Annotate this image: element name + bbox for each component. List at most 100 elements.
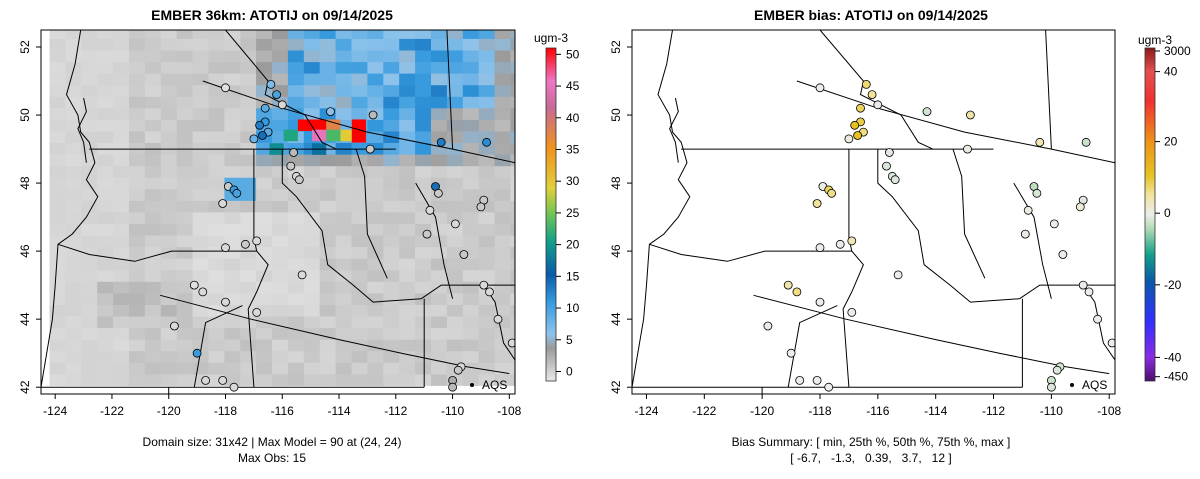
model-grid-cell — [287, 362, 305, 375]
model-grid-cell — [192, 362, 209, 375]
model-grid-cell — [303, 188, 321, 201]
model-grid-cell — [208, 177, 225, 190]
model-grid-cell — [335, 61, 352, 74]
model-grid-cell — [399, 304, 416, 317]
model-grid-cell — [144, 84, 162, 97]
model-grid-cell — [335, 177, 352, 190]
model-grid-cell — [208, 38, 225, 51]
model-grid-cell — [335, 373, 352, 386]
model-grid-cell — [415, 327, 432, 340]
model-grid-cell — [319, 327, 336, 340]
model-grid-cell — [97, 154, 114, 167]
model-grid-cell — [65, 235, 82, 248]
model-grid-cell — [319, 188, 336, 201]
model-grid-cell — [367, 84, 384, 97]
model-grid-cell — [208, 269, 225, 282]
model-grid-cell — [176, 235, 193, 248]
model-grid-cell — [65, 15, 81, 27]
model-grid-cell — [319, 246, 336, 259]
model-grid-cell — [319, 73, 336, 86]
model-grid-cell — [240, 258, 257, 271]
model-map-area — [41, 15, 542, 394]
model-grid-cell — [478, 246, 495, 259]
model-y-axis: 42 44 46 48 50 52 — [18, 40, 41, 394]
model-grid-cell — [383, 188, 400, 201]
model-grid-cell — [144, 339, 162, 352]
model-grid-cell — [81, 131, 98, 143]
model-grid-cell — [303, 316, 321, 329]
model-grid-cell — [399, 177, 416, 190]
obs-site-marker — [260, 103, 270, 113]
bias-site-markers — [763, 80, 1115, 392]
model-grid-cell — [129, 177, 146, 190]
model-grid-cell — [494, 73, 511, 86]
model-grid-cell — [176, 73, 193, 86]
model-grid-cell — [399, 200, 416, 213]
model-grid-cell — [97, 119, 114, 132]
model-grid-cell — [383, 293, 400, 305]
model-grid-cell — [494, 212, 511, 224]
model-grid-cell — [144, 119, 162, 132]
model-grid-cell — [399, 246, 416, 259]
model-grid-cell — [176, 316, 193, 329]
model-grid-cell — [446, 107, 464, 120]
model-grid-cell — [208, 61, 225, 74]
model-footer-line-2: Max Obs: 15 — [238, 451, 306, 465]
model-colorbar-tick-label: 50 — [566, 47, 580, 61]
model-grid-cell — [208, 154, 225, 167]
model-grid-cell — [81, 212, 98, 224]
model-grid-cell — [526, 281, 542, 293]
model-grid-cell — [319, 30, 336, 39]
model-grid-cell — [208, 107, 225, 120]
model-grid-cell — [97, 316, 114, 329]
obs-site-marker — [249, 134, 259, 144]
model-grid-cell — [113, 223, 130, 236]
model-grid-cell — [462, 269, 480, 282]
model-grid-cell — [208, 73, 225, 86]
model-grid-cell — [462, 316, 480, 329]
model-grid-cell — [415, 38, 432, 51]
bias-site-marker — [792, 287, 802, 297]
model-grid-cell — [335, 339, 352, 352]
model-grid-cell — [510, 188, 515, 201]
model-grid-cell — [335, 304, 352, 317]
model-grid-cell — [272, 30, 289, 39]
model-grid-cell — [176, 200, 193, 213]
model-grid-cell — [335, 38, 352, 51]
model-grid-cell — [303, 350, 321, 363]
model-grid-cell — [240, 339, 257, 352]
obs-site-marker — [232, 188, 242, 198]
model-grid-cell — [160, 50, 178, 63]
bias-site-marker — [815, 243, 825, 253]
border-alberta-sask — [446, 30, 454, 150]
bias-panel-title: EMBER bias: ATOTIJ on 09/14/2025 — [754, 7, 988, 23]
model-grid-cell — [303, 373, 321, 386]
model-grid-cell — [446, 200, 464, 213]
model-grid-cell — [287, 281, 305, 294]
model-grid-cell — [335, 188, 352, 201]
model-grid-cell — [494, 131, 511, 143]
model-grid-cell — [526, 50, 542, 62]
border-canada-border-east — [796, 80, 1115, 164]
model-grid-cell — [97, 223, 114, 236]
model-grid-cell — [49, 269, 66, 282]
model-grid-cell — [303, 235, 321, 248]
model-grid-cell — [129, 96, 146, 109]
model-grid-cell — [160, 188, 178, 201]
model-grid-cell — [351, 73, 368, 86]
model-grid-cell — [176, 281, 193, 294]
model-grid-cell — [383, 350, 400, 363]
model-grid-cell — [462, 30, 480, 39]
obs-site-marker — [422, 229, 432, 239]
model-grid-cell — [208, 281, 225, 294]
model-grid-cell — [367, 165, 384, 178]
model-grid-cell — [144, 212, 162, 224]
model-grid-cell — [129, 350, 146, 363]
model-grid-cell — [494, 258, 511, 271]
model-grid-cell — [256, 258, 273, 271]
model-grid-cell — [415, 269, 432, 282]
model-grid-cell — [129, 73, 146, 86]
model-grid-cell — [431, 73, 448, 86]
model-colorbar: ugm-3 0 5 10 15 20 25 30 35 40 45 50 — [534, 31, 580, 382]
model-grid-cell — [446, 327, 464, 340]
